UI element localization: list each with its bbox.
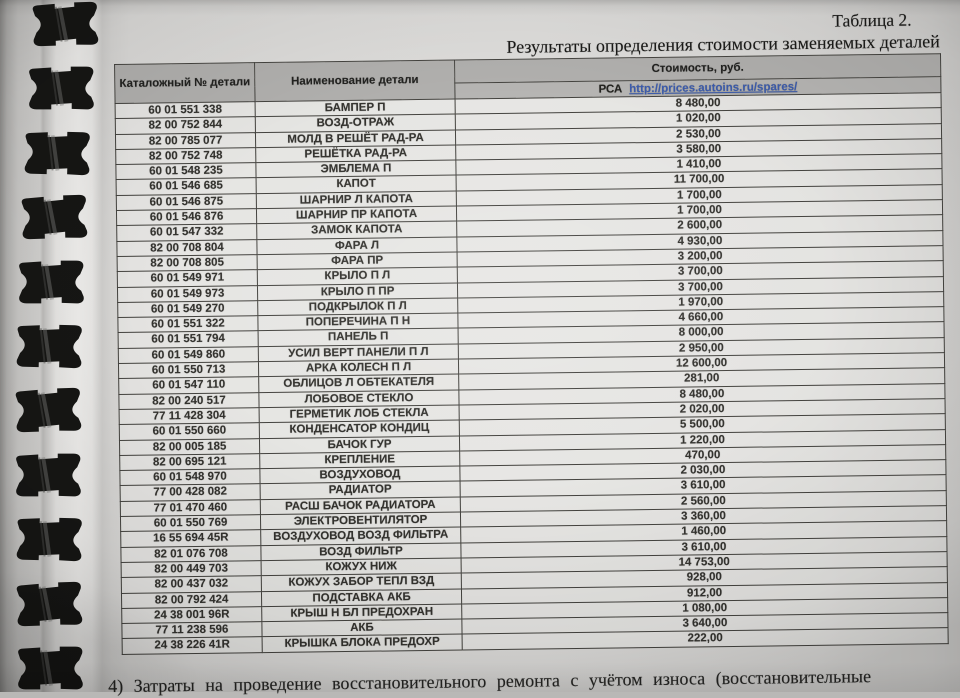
catalog-cell: 60 01 546 875 (116, 193, 257, 211)
catalog-cell: 82 00 752 844 (115, 116, 256, 135)
catalog-cell: 60 01 546 685 (116, 178, 257, 196)
catalog-cell: 60 01 548 970 (119, 468, 261, 486)
binding-ring-icon (11, 322, 86, 370)
catalog-cell: 82 01 076 708 (120, 545, 262, 563)
binding-ring-icon (10, 386, 85, 434)
catalog-cell: 60 01 549 860 (118, 346, 259, 364)
catalog-cell: 82 00 449 703 (121, 560, 262, 578)
catalog-cell: 82 00 437 032 (121, 575, 262, 593)
binding-ring-icon (16, 193, 91, 241)
catalog-cell: 60 01 548 235 (115, 162, 257, 180)
binding-ring-icon (27, 0, 102, 48)
catalog-cell: 82 00 240 517 (118, 392, 260, 410)
catalog-cell: 77 00 428 082 (120, 484, 261, 502)
catalog-cell: 60 01 547 332 (116, 224, 257, 242)
catalog-cell: 82 00 792 424 (121, 591, 262, 609)
catalog-cell: 24 38 001 96R (121, 606, 262, 624)
catalog-cell: 77 11 428 304 (119, 407, 260, 425)
catalog-cell: 60 01 549 270 (117, 300, 258, 318)
catalog-cell: 16 55 694 45R (120, 529, 261, 548)
catalog-cell: 60 01 550 713 (118, 361, 259, 379)
table-caption: Таблица 2. (832, 9, 912, 31)
header-catalog-number: Каталожный № детали (114, 62, 256, 104)
catalog-cell: 60 01 549 973 (117, 285, 258, 303)
header-part-name: Наименование детали (254, 60, 456, 102)
catalog-cell: 82 00 708 804 (116, 239, 258, 257)
name-cell: КРЫШКА БЛОКА ПРЕДОХР (262, 634, 463, 653)
parts-cost-table: Каталожный № детали Наименование детали … (114, 53, 949, 655)
footnote-text: 4) Затраты на проведение восстановительн… (108, 666, 872, 697)
binding-ring-icon (24, 65, 98, 111)
catalog-cell: 82 00 695 121 (119, 453, 260, 471)
catalog-cell: 60 01 551 794 (118, 331, 259, 349)
catalog-cell: 82 00 005 185 (119, 438, 260, 456)
rsa-prices-link[interactable]: http://prices.autoins.ru/spares/ (629, 80, 798, 95)
catalog-cell: 82 00 785 077 (115, 132, 256, 150)
binding-ring-icon (14, 259, 88, 305)
catalog-cell: 60 01 546 876 (116, 208, 257, 226)
binding-ring-icon (11, 580, 86, 628)
catalog-cell: 60 01 547 110 (118, 376, 259, 395)
binding-ring-icon (19, 129, 94, 177)
catalog-cell: 77 01 470 460 (120, 499, 261, 517)
catalog-cell: 60 01 550 769 (120, 514, 261, 532)
binding-ring-icon (11, 452, 85, 498)
catalog-cell: 82 00 708 805 (117, 254, 258, 272)
catalog-cell: 60 01 551 338 (115, 101, 256, 119)
catalog-cell: 60 01 551 322 (117, 315, 259, 333)
binding-ring-icon (11, 515, 86, 563)
table-body: 60 01 551 338 БАМПЕР П 8 480,00 82 00 75… (115, 92, 949, 655)
catalog-cell: 60 01 549 971 (117, 269, 258, 288)
binding-ring-icon (13, 645, 87, 691)
rsa-label: РСА (598, 82, 623, 96)
catalog-cell: 82 00 752 748 (115, 147, 256, 165)
binding-area (0, 0, 110, 692)
catalog-cell: 24 38 226 41R (122, 637, 263, 655)
catalog-cell: 77 11 238 596 (121, 621, 263, 639)
catalog-cell: 60 01 550 660 (119, 422, 260, 441)
